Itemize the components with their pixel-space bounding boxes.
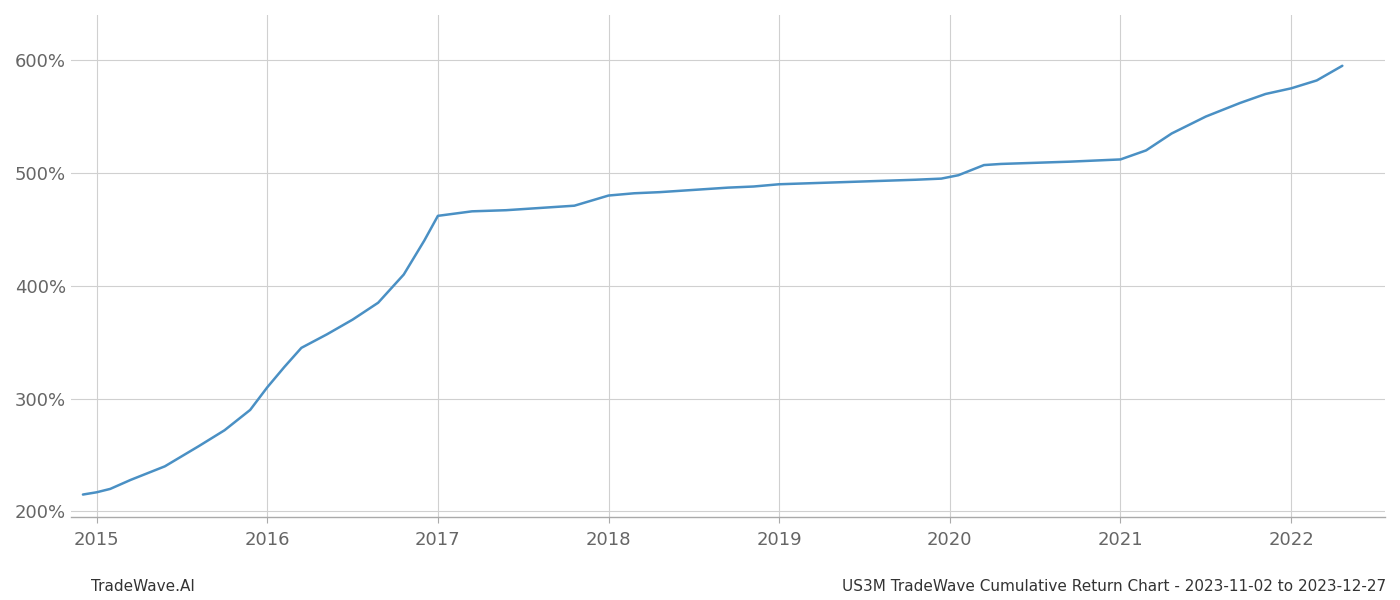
Text: TradeWave.AI: TradeWave.AI — [91, 579, 195, 594]
Text: US3M TradeWave Cumulative Return Chart - 2023-11-02 to 2023-12-27: US3M TradeWave Cumulative Return Chart -… — [841, 579, 1386, 594]
